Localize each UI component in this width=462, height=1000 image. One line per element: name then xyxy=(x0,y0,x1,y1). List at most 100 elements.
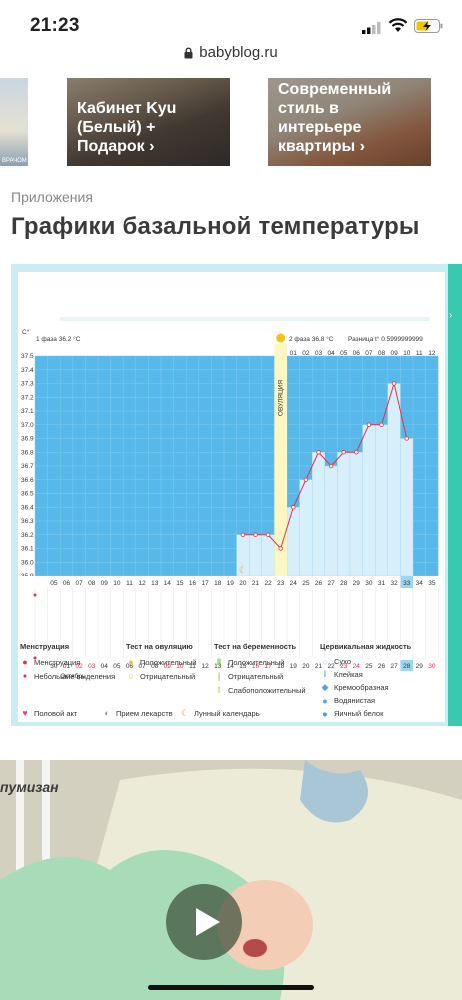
menstruation-dot xyxy=(33,593,37,597)
temperature-bar xyxy=(375,424,389,577)
negative-circle-icon: ○ xyxy=(128,671,134,681)
current-day-highlight xyxy=(400,576,413,588)
cycle-day-label: 16 xyxy=(189,580,197,587)
section-label[interactable]: Приложения xyxy=(11,189,93,205)
cycle-day-label: 14 xyxy=(164,580,172,587)
y-tick-label: 36.2 xyxy=(21,532,34,539)
y-tick-label: 37.4 xyxy=(21,367,34,374)
temperature-point xyxy=(366,422,372,427)
phase2-day-label: 02 xyxy=(302,350,310,357)
side-scroll-tab[interactable]: › xyxy=(448,264,462,726)
cycle-day-label: 11 xyxy=(126,580,133,587)
cycle-day-label: 17 xyxy=(201,580,209,587)
calendar-date-label: 19 xyxy=(290,663,298,670)
phase2-day-label: 07 xyxy=(365,350,373,357)
legend-header: Менструация xyxy=(20,642,70,651)
home-indicator xyxy=(148,985,314,990)
cycle-day-label: 18 xyxy=(214,580,222,587)
y-tick-label: 36.4 xyxy=(21,504,34,511)
phase2-day-label: 06 xyxy=(353,350,361,357)
promo-card-interior[interactable]: Современный стиль в интерьере квартиры › xyxy=(268,78,431,166)
temperature-point xyxy=(404,436,409,441)
watery-drop-icon: ● xyxy=(322,695,328,706)
cycle-day-label: 24 xyxy=(290,580,298,587)
legend-item: Менструация xyxy=(34,657,81,667)
promo-image-overlay xyxy=(268,78,431,166)
wifi-icon xyxy=(388,18,408,32)
phase2-day-label: 01 xyxy=(290,350,298,357)
temperature-point xyxy=(354,450,359,455)
dry-circle-icon: ○ xyxy=(322,656,328,667)
cycle-day-label: 23 xyxy=(277,580,285,587)
calendar-date-label: 06 xyxy=(126,663,134,670)
temperature-point xyxy=(316,450,321,455)
temperature-bar xyxy=(387,383,401,577)
y-tick-label: 36.6 xyxy=(21,477,34,484)
y-tick-label: 37.0 xyxy=(21,422,34,429)
legend-item: Положительный xyxy=(140,657,197,667)
calendar-date-label: 26 xyxy=(378,663,386,670)
y-tick-label: 37.1 xyxy=(21,408,34,415)
cycle-day-label: 06 xyxy=(63,580,71,587)
calendar-date-label: 10 xyxy=(176,663,184,670)
calendar-date-label: 08 xyxy=(151,663,159,670)
calendar-date-label: 22 xyxy=(327,663,335,670)
cycle-day-label: 29 xyxy=(353,580,361,587)
y-tick-label: 37.3 xyxy=(21,381,34,388)
legend-item: Лунный календарь xyxy=(194,709,260,718)
promo-title: Кабинет Kyu (Белый) + Подарок › xyxy=(77,100,177,155)
promo-image-overlay xyxy=(67,78,230,166)
calendar-date-label: 05 xyxy=(113,663,121,670)
current-date-highlight xyxy=(400,660,413,671)
legend-header: Тест на овуляцию xyxy=(126,642,193,651)
y-unit-label: C° xyxy=(22,328,30,336)
calendar-date-label: 17 xyxy=(264,663,272,670)
positive-circle-icon: ● xyxy=(128,657,134,667)
y-tick-label: 37.5 xyxy=(21,353,34,360)
legend-item: Водянистая xyxy=(334,696,376,705)
calendar-date-label: 15 xyxy=(239,663,247,670)
temperature-bar xyxy=(362,424,376,577)
temperature-bar xyxy=(337,452,351,577)
calendar-date-label: 16 xyxy=(252,663,260,670)
video-player[interactable]: пумизан xyxy=(0,760,462,1000)
calendar-date-label: 02 xyxy=(75,663,83,670)
play-button[interactable] xyxy=(166,884,242,960)
temperature-bar xyxy=(349,452,363,577)
legend-ovulation-test: Тест на овуляцию ● Положительный ○ Отрицат… xyxy=(126,642,196,683)
calendar-date-label: 21 xyxy=(315,663,323,670)
single-stripe-icon: | xyxy=(217,671,221,681)
temperature-bar xyxy=(286,507,300,577)
calendar-date-label: 27 xyxy=(390,663,398,670)
cycle-day-label: 09 xyxy=(101,580,109,587)
cycle-day-label: 33 xyxy=(403,580,411,587)
legend-header: Цервикальная жидкость xyxy=(320,642,412,651)
legend-item: Сухо xyxy=(334,657,352,666)
y-tick-label: 36.0 xyxy=(21,559,34,566)
legend-item: Слабоположительный xyxy=(228,685,306,695)
address-bar[interactable]: babyblog.ru xyxy=(0,44,462,74)
temperature-point xyxy=(379,422,384,427)
y-tick-label: 37.2 xyxy=(21,394,34,401)
temperature-bar xyxy=(261,534,275,577)
legend-cervical-fluid: Цервикальная жидкость ○ Сухо Ⅰ Клейкая ◆ Кр… xyxy=(320,642,411,720)
month-label: Октябрь xyxy=(60,672,86,680)
moon-icon: ☾ xyxy=(239,565,247,575)
phase2-day-label: 09 xyxy=(390,350,398,357)
promo-card-office[interactable]: Кабинет Kyu (Белый) + Подарок › xyxy=(67,78,230,166)
calendar-date-label: 14 xyxy=(227,663,235,670)
y-tick-label: 36.9 xyxy=(21,436,34,443)
cycle-day-label: 30 xyxy=(365,580,373,587)
legend-item: Яичный белок xyxy=(334,709,384,718)
chevron-right-icon: › xyxy=(449,310,453,321)
legend-lunar: ☾ Лунный календарь xyxy=(180,708,260,719)
y-tick-label: 36.8 xyxy=(21,449,34,456)
calendar-date-label: 13 xyxy=(214,663,222,670)
promo-card-partial[interactable]: ВРАЧОМ xyxy=(0,78,28,166)
legend-menstruation: Менструация ● Менструация ● Небольшие выде… xyxy=(20,642,115,683)
phase2-day-label: 04 xyxy=(327,350,335,357)
calendar-date-label: 28 xyxy=(403,663,411,670)
calendar-date-label: 23 xyxy=(340,663,348,670)
faint-stripe-icon: ‖ xyxy=(217,685,221,695)
ovulation-column xyxy=(274,344,287,576)
